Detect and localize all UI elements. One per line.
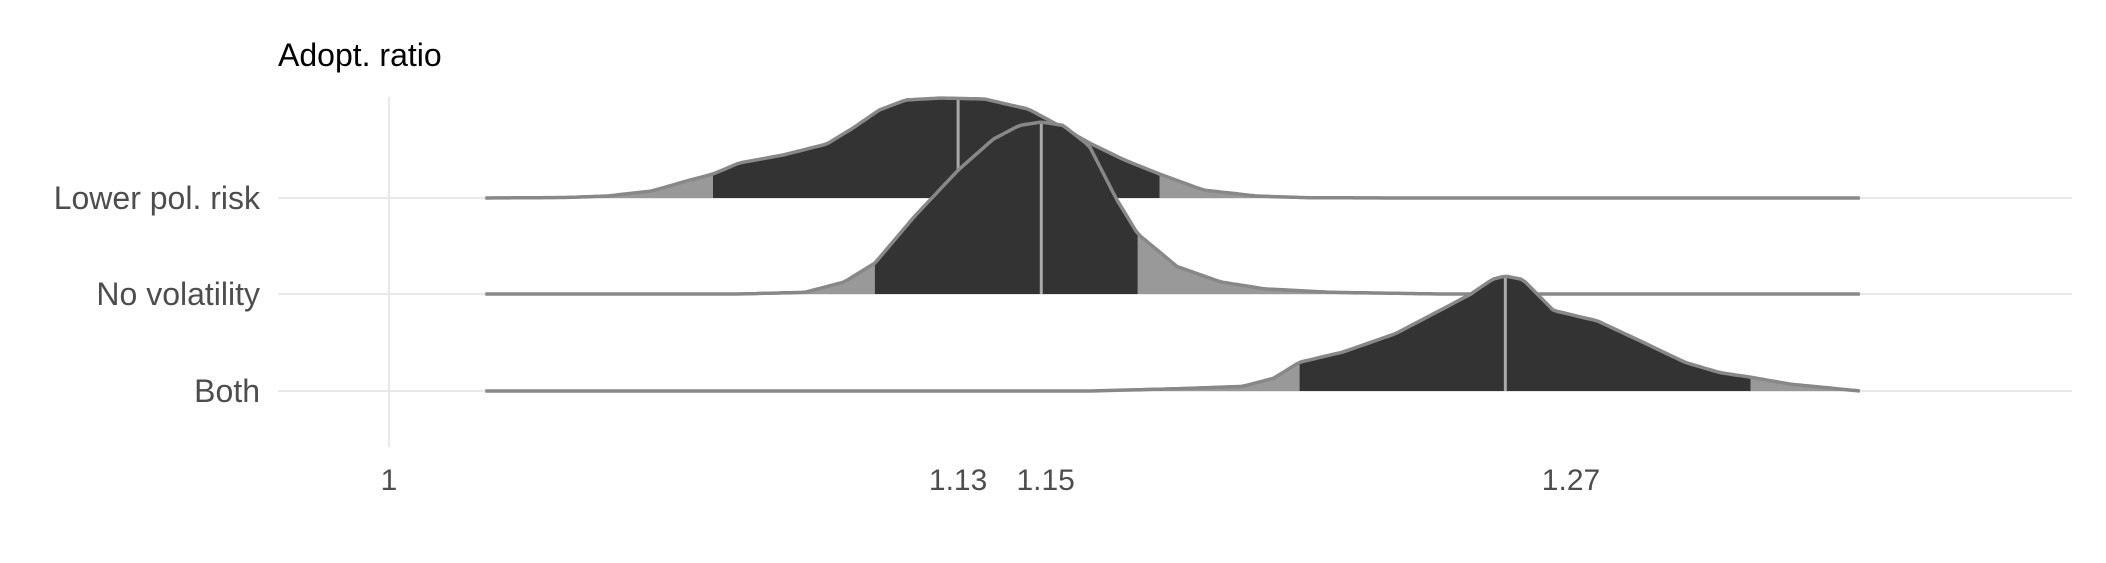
ridge-outline xyxy=(485,96,1860,200)
ridge-outline xyxy=(485,120,1860,296)
category-label: Lower pol. risk xyxy=(54,180,261,216)
ridge-interval-area xyxy=(1299,276,1751,391)
x-tick-label: 1.27 xyxy=(1542,464,1600,497)
category-label: Both xyxy=(194,373,260,409)
chart-title: Adopt. ratio xyxy=(278,37,442,73)
ridge-0 xyxy=(485,96,1860,200)
ridge-interval-area xyxy=(874,122,1138,294)
ridge-1 xyxy=(485,120,1860,296)
category-label: No volatility xyxy=(96,276,260,312)
x-tick-label: 1.15 xyxy=(1016,464,1074,497)
label-layer: Adopt. ratio Lower pol. risk No volatilit… xyxy=(54,37,1600,497)
ridge-layer xyxy=(485,96,1861,393)
ridge-outline xyxy=(485,274,1861,393)
ridge-tail-area xyxy=(485,98,1860,198)
ridge-2 xyxy=(485,274,1861,393)
x-tick-label: 1.13 xyxy=(929,464,987,497)
ridge-tail-area xyxy=(485,122,1860,294)
x-tick-label: 1 xyxy=(381,464,398,497)
